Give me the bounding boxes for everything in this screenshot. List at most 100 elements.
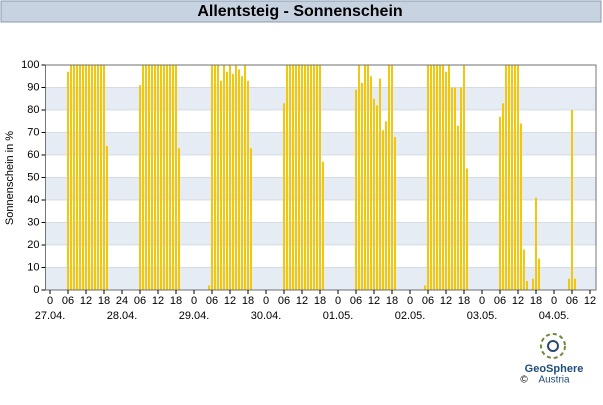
- bar: [304, 65, 306, 290]
- bar: [211, 65, 213, 290]
- bar: [460, 87, 462, 290]
- x-tick-label: 06: [278, 295, 290, 307]
- bar: [235, 65, 237, 290]
- x-tick-label: 12: [224, 295, 236, 307]
- bar: [388, 65, 390, 290]
- x-tick-label: 12: [368, 295, 380, 307]
- bar: [289, 65, 291, 290]
- x-tick-label: 0: [47, 295, 53, 307]
- day-label: 03.05.: [467, 310, 498, 322]
- bar: [250, 148, 252, 290]
- bar: [379, 78, 381, 290]
- bar: [451, 87, 453, 290]
- x-tick-label: 06: [350, 295, 362, 307]
- y-tick-label: 80: [27, 104, 39, 116]
- x-tick-label: 12: [296, 295, 308, 307]
- x-tick-label: 06: [62, 295, 74, 307]
- bar: [568, 278, 570, 290]
- bar: [457, 125, 459, 290]
- x-tick-label: 12: [152, 295, 164, 307]
- plot-frame: [45, 64, 597, 291]
- logo-icon: [547, 340, 559, 352]
- y-tick-label: 10: [27, 261, 39, 273]
- bar: [502, 103, 504, 290]
- bar: [76, 65, 78, 290]
- bar: [394, 137, 396, 290]
- bar: [208, 285, 210, 290]
- bar: [436, 65, 438, 290]
- day-label: 27.04.: [35, 310, 66, 322]
- bar: [226, 71, 228, 290]
- bar: [223, 65, 225, 290]
- bar: [322, 161, 324, 290]
- bar: [73, 65, 75, 290]
- x-tick-label: 18: [242, 295, 254, 307]
- logo-sub: Austria: [538, 375, 570, 386]
- bar: [298, 65, 300, 290]
- bar: [238, 69, 240, 290]
- bar: [160, 65, 162, 290]
- bar: [535, 197, 537, 290]
- x-tick-label: 24: [116, 295, 128, 307]
- bar: [100, 65, 102, 290]
- bar: [526, 281, 528, 290]
- bar: [241, 76, 243, 290]
- bar: [532, 278, 534, 290]
- bar: [88, 65, 90, 290]
- bar: [214, 65, 216, 290]
- bar: [454, 87, 456, 290]
- bar: [427, 65, 429, 290]
- bar: [355, 89, 357, 290]
- x-tick-label: 12: [584, 295, 596, 307]
- bar: [178, 148, 180, 290]
- y-tick-label: 100: [21, 59, 39, 71]
- bar: [67, 71, 69, 290]
- bar: [79, 65, 81, 290]
- bar: [439, 65, 441, 290]
- day-label: 02.05.: [395, 310, 426, 322]
- bar: [574, 278, 576, 290]
- x-tick-label: 06: [206, 295, 218, 307]
- bar: [376, 105, 378, 290]
- bar: [463, 65, 465, 290]
- y-axis-label: Sonnenschein in %: [4, 131, 16, 225]
- bar: [172, 65, 174, 290]
- bar: [499, 116, 501, 290]
- x-tick-label: 06: [134, 295, 146, 307]
- y-tick-label: 90: [27, 81, 39, 93]
- bar: [367, 65, 369, 290]
- bar: [319, 65, 321, 290]
- bar: [442, 65, 444, 290]
- bar: [382, 130, 384, 290]
- bar: [175, 65, 177, 290]
- bar: [523, 249, 525, 290]
- bar: [445, 71, 447, 290]
- day-label: 04.05.: [539, 310, 570, 322]
- y-tick-label: 70: [27, 126, 39, 138]
- bar: [217, 65, 219, 290]
- bar: [517, 65, 519, 290]
- y-tick-label: 50: [27, 171, 39, 183]
- bar: [154, 65, 156, 290]
- y-tick-label: 30: [27, 216, 39, 228]
- x-tick-label: 12: [440, 295, 452, 307]
- title-bar: [0, 0, 602, 23]
- logo-name: GeoSphere: [525, 363, 584, 375]
- bar: [358, 65, 360, 290]
- bar: [103, 65, 105, 290]
- copyright: ©: [520, 375, 528, 386]
- bar: [94, 65, 96, 290]
- x-tick-label: 12: [80, 295, 92, 307]
- bar: [370, 76, 372, 290]
- bar: [301, 65, 303, 290]
- x-tick-label: 18: [314, 295, 326, 307]
- x-tick-label: 18: [386, 295, 398, 307]
- bar: [157, 65, 159, 290]
- bar: [247, 80, 249, 290]
- x-tick-label: 18: [530, 295, 542, 307]
- x-tick-label: 06: [422, 295, 434, 307]
- bar: [244, 65, 246, 290]
- bar: [220, 80, 222, 290]
